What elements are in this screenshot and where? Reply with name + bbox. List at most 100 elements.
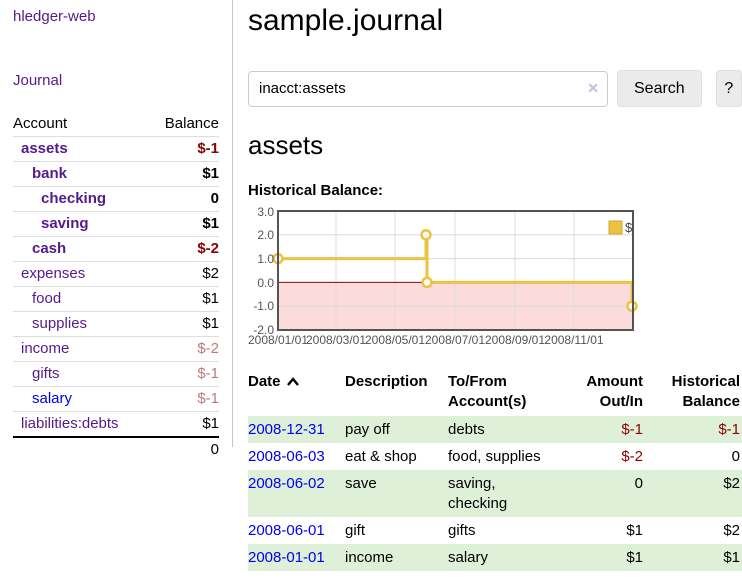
accounts-total-row: 0 — [13, 436, 219, 462]
register-header-description: Description — [345, 373, 428, 390]
chart-x-axis: 2008/01/01 2008/03/01 2008/05/01 2008/07… — [248, 333, 604, 347]
transaction-description: income — [345, 549, 394, 566]
account-balance: $-1 — [149, 136, 219, 162]
register-row: 2008-12-31 pay off debts $-1 $-1 — [248, 416, 742, 443]
transaction-date-link[interactable]: 2008-01-01 — [248, 549, 325, 566]
app-title-link[interactable]: hledger-web — [13, 8, 96, 25]
clear-search-icon[interactable]: ✕ — [587, 79, 599, 96]
svg-text:2008/03/01: 2008/03/01 — [306, 333, 366, 347]
transaction-date-link[interactable]: 2008-06-03 — [248, 448, 325, 465]
account-link-assets[interactable]: assets — [21, 140, 68, 157]
account-balance: $-2 — [149, 236, 219, 262]
svg-text:2008/11/01: 2008/11/01 — [544, 333, 603, 347]
transaction-accounts: debts — [448, 421, 485, 438]
account-row-gifts: gifts $-1 — [13, 361, 219, 387]
account-balance: $2 — [149, 261, 219, 287]
svg-text:3.0: 3.0 — [257, 205, 274, 219]
account-balance: $-1 — [149, 386, 219, 412]
search-button[interactable]: Search — [617, 70, 702, 107]
account-title: assets — [248, 130, 324, 160]
account-link-checking[interactable]: checking — [41, 190, 107, 207]
transaction-date-link[interactable]: 2008-06-01 — [248, 522, 325, 539]
chart-y-axis: 3.0 2.0 1.0 0.0 -1.0 -2.0 — [253, 205, 274, 337]
transaction-balance: 0 — [731, 448, 740, 465]
svg-text:-2.0: -2.0 — [253, 323, 274, 337]
account-link-expenses[interactable]: expenses — [21, 265, 86, 282]
register-header-amount: Amount Out/In — [586, 373, 643, 410]
account-link-food[interactable]: food — [32, 290, 62, 307]
register-row: 2008-06-03 eat & shop food, supplies $-2… — [248, 443, 742, 470]
account-link-cash[interactable]: cash — [32, 240, 67, 257]
transaction-date-link[interactable]: 2008-12-31 — [248, 421, 325, 438]
account-row-supplies: supplies $1 — [13, 311, 219, 337]
transaction-balance: $2 — [723, 522, 740, 539]
account-link-income[interactable]: income — [21, 340, 70, 357]
search-input[interactable] — [248, 70, 608, 107]
transaction-balance: $2 — [723, 475, 740, 492]
page-title: sample.journal — [248, 4, 444, 37]
register-table: Date Description To/From Account(s) Amou… — [248, 370, 742, 571]
account-row-salary: salary $-1 — [13, 386, 219, 412]
historical-balance-chart: $ 3.0 2.0 1.0 0.0 -1.0 -2.0 2008/01/01 2… — [248, 205, 638, 347]
transaction-amount: $1 — [626, 549, 643, 566]
transaction-description: pay off — [345, 421, 390, 438]
account-row-income: income $-2 — [13, 336, 219, 362]
register-row: 2008-06-01 gift gifts $1 $2 — [248, 517, 742, 544]
account-row-checking: checking 0 — [13, 186, 219, 212]
account-link-saving[interactable]: saving — [41, 215, 89, 232]
transaction-description: eat & shop — [345, 448, 417, 465]
accounts-table: Account Balance assets $-1 bank $1 check… — [13, 112, 219, 462]
transaction-accounts: gifts — [448, 522, 476, 539]
account-row-expenses: expenses $2 — [13, 261, 219, 287]
app-title: hledger-web — [13, 8, 219, 26]
transaction-balance: $-1 — [718, 421, 740, 438]
account-balance: $1 — [149, 161, 219, 187]
account-balance: $1 — [149, 286, 219, 312]
account-balance: $1 — [149, 211, 219, 237]
sort-ascending-icon[interactable] — [286, 372, 300, 392]
transaction-amount: $-2 — [621, 448, 643, 465]
account-link-bank[interactable]: bank — [32, 165, 68, 182]
svg-text:2008/07/01: 2008/07/01 — [425, 333, 485, 347]
register-header-date[interactable]: Date — [248, 370, 345, 416]
accounts-total: 0 — [149, 436, 219, 462]
transaction-amount: $-1 — [621, 421, 643, 438]
account-balance: $1 — [149, 311, 219, 337]
account-link-liabilities-debts[interactable]: liabilities:debts — [21, 415, 119, 432]
nav-journal: Journal — [13, 72, 219, 90]
account-row-liabilities-debts: liabilities:debts $1 — [13, 411, 219, 438]
transaction-accounts: food, supplies — [448, 448, 541, 465]
chart-title: Historical Balance: — [248, 182, 384, 199]
account-link-salary[interactable]: salary — [32, 390, 73, 407]
help-button[interactable]: ? — [715, 70, 742, 107]
transaction-description: save — [345, 475, 377, 492]
register-row: 2008-01-01 income salary $1 $1 — [248, 544, 742, 571]
account-row-cash: cash $-2 — [13, 236, 219, 262]
journal-link[interactable]: Journal — [13, 72, 63, 89]
legend-label: $ — [625, 220, 633, 235]
account-link-gifts[interactable]: gifts — [32, 365, 60, 382]
transaction-accounts: saving, checking — [448, 475, 508, 512]
account-balance: $-2 — [149, 336, 219, 362]
account-row-assets: assets $-1 — [13, 136, 219, 162]
account-balance: $-1 — [149, 361, 219, 387]
sidebar: hledger-web Journal Account Balance asse… — [0, 0, 233, 462]
transaction-description: gift — [345, 522, 366, 539]
register-header-accounts: To/From Account(s) — [448, 373, 527, 410]
svg-text:2008/01/01: 2008/01/01 — [248, 333, 308, 347]
account-row-bank: bank $1 — [13, 161, 219, 187]
svg-text:2.0: 2.0 — [257, 228, 274, 242]
transaction-balance: $1 — [723, 549, 740, 566]
account-balance: $1 — [149, 411, 219, 438]
search-form: ✕ Search ? — [248, 70, 742, 107]
register-header-balance: Historical Balance — [671, 373, 740, 410]
account-link-supplies[interactable]: supplies — [32, 315, 88, 332]
account-row-saving: saving $1 — [13, 211, 219, 237]
main-content: sample.journal ✕ Search ? assets Histori… — [248, 0, 742, 571]
svg-text:-1.0: -1.0 — [253, 299, 274, 313]
svg-text:2008/05/01: 2008/05/01 — [365, 333, 425, 347]
transaction-accounts: salary — [448, 549, 489, 566]
transaction-date-link[interactable]: 2008-06-02 — [248, 475, 325, 492]
transaction-amount: $1 — [626, 522, 643, 539]
chart-legend: $ — [608, 220, 633, 235]
